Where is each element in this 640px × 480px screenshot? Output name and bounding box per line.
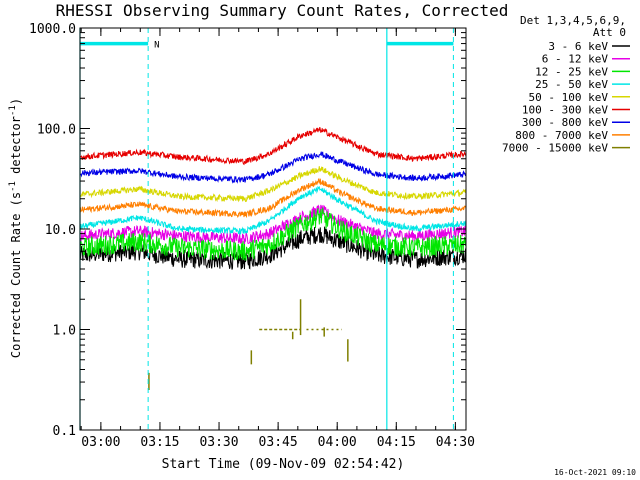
y-axis-label-main: Corrected Count Rate (s <box>9 192 23 358</box>
y-tick-label-1: 0.1 <box>53 424 76 439</box>
legend-label-7: 300 - 800 keV <box>522 116 608 129</box>
x-tick-label-7: 04:30 <box>436 435 475 450</box>
footer-timestamp: 16-Oct-2021 09:10 <box>554 468 636 477</box>
legend-header-1: Det 1,3,4,5,6,9, <box>520 14 626 27</box>
axes: 0.1 1.0 10.0 100.0 1000.0 03:00 03:15 03:30 03:4… <box>29 22 475 450</box>
chart-title: RHESSI Observing Summary Count Rates, Co… <box>56 1 509 20</box>
y-tick-label-2: 1.0 <box>53 324 76 339</box>
series-line-5 <box>79 166 467 203</box>
y-tick-label-3: 10.0 <box>45 223 76 238</box>
y-axis-label-sup2: -1 <box>8 105 18 116</box>
night-flag-label: N <box>154 41 159 51</box>
x-tick-label-5: 04:00 <box>318 435 357 450</box>
x-tick-label-3: 03:30 <box>199 435 238 450</box>
legend-label-8: 800 - 7000 keV <box>515 129 608 142</box>
legend-label-1: 3 - 6 keV <box>548 40 608 53</box>
series-line-6 <box>79 126 467 166</box>
legend-label-6: 100 - 300 keV <box>522 104 608 117</box>
y-tick-label-4: 100.0 <box>37 123 76 138</box>
x-tick-label-6: 04:15 <box>377 435 416 450</box>
series-line-7 <box>79 151 467 184</box>
legend-header-2: Att 0 <box>593 26 626 39</box>
series-line-8 <box>79 177 467 219</box>
plot-area: N <box>79 28 467 430</box>
legend-label-9: 7000 - 15000 keV <box>502 142 608 155</box>
legend-label-2: 6 - 12 keV <box>542 53 609 66</box>
y-axis-label-sup1: -1 <box>8 181 18 192</box>
legend-label-3: 12 - 25 keV <box>535 65 608 78</box>
series-line-2 <box>79 204 467 245</box>
x-tick-label-2: 03:15 <box>140 435 179 450</box>
x-tick-label-1: 03:00 <box>81 435 120 450</box>
x-axis-label: Start Time (09-Nov-09 02:54:42) <box>162 457 405 472</box>
y-axis-label-mid: detector <box>9 116 23 181</box>
y-tick-label-5: 1000.0 <box>29 22 76 37</box>
series-line-4 <box>79 185 467 236</box>
legend-label-4: 25 - 50 keV <box>535 78 608 91</box>
y-axis-label: Corrected Count Rate (s-1 detector-1) <box>8 98 23 358</box>
x-tick-label-4: 03:45 <box>259 435 298 450</box>
series-line-3 <box>79 207 467 261</box>
legend-label-5: 50 - 100 keV <box>529 91 609 104</box>
y-axis-label-end: ) <box>9 98 23 105</box>
